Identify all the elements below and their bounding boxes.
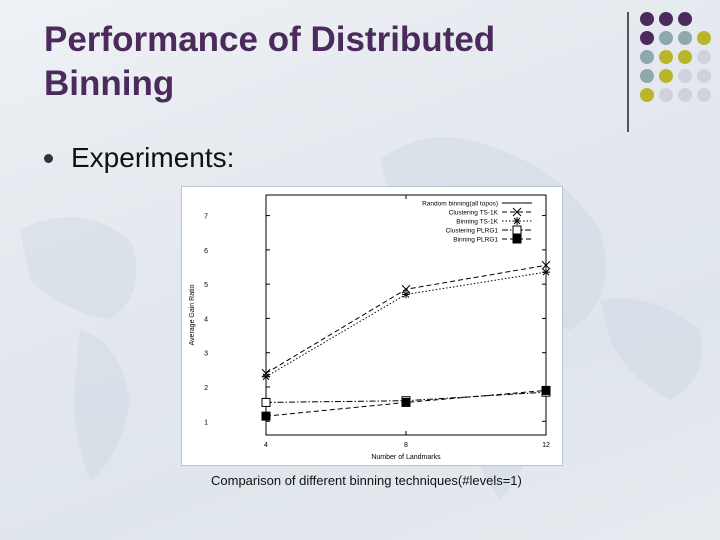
y-axis-label: Average Gain Ratio	[189, 284, 196, 345]
decorative-dot	[640, 69, 654, 83]
decorative-dot	[659, 69, 673, 83]
decorative-dot	[678, 50, 692, 64]
decorative-dot	[640, 50, 654, 64]
series-line	[265, 264, 547, 374]
data-point-square-open	[512, 225, 522, 235]
y-tick-label: 3	[204, 351, 208, 358]
data-point-square-open	[261, 397, 271, 407]
decorative-dot	[640, 88, 654, 102]
x-tick-label: 12	[542, 442, 550, 449]
data-point-star	[262, 372, 270, 381]
y-tick-label: 6	[204, 248, 208, 255]
decorative-dot	[659, 88, 673, 102]
chart-caption: Comparison of different binning techniqu…	[211, 473, 522, 488]
decorative-dot	[659, 31, 673, 45]
data-point-square-filled	[541, 385, 551, 395]
decorative-dot	[697, 69, 711, 83]
data-point-star	[513, 217, 521, 225]
x-tick-label: 4	[264, 442, 268, 449]
legend-label: Clustering TS-1K	[449, 210, 499, 217]
data-point-x	[541, 260, 551, 270]
decorative-dot	[640, 12, 654, 26]
title-divider	[627, 12, 629, 132]
decorative-dot	[678, 88, 692, 102]
decorative-dot	[659, 50, 673, 64]
x-axis-label: Number of Landmarks	[371, 454, 441, 461]
decorative-dot	[678, 31, 692, 45]
y-tick-label: 2	[204, 385, 208, 392]
y-tick-label: 5	[204, 282, 208, 289]
y-tick-label: 7	[204, 214, 208, 221]
decorative-dot	[640, 31, 654, 45]
data-point-star	[402, 290, 410, 299]
x-tick-label: 8	[404, 442, 408, 449]
bullet-icon	[44, 153, 53, 163]
decorative-dot	[697, 88, 711, 102]
y-tick-label: 1	[204, 419, 208, 426]
legend-label: Random binning(all topos)	[422, 201, 498, 208]
data-point-x	[512, 207, 522, 217]
decorative-dot	[678, 69, 692, 83]
chart-frame: 1 2 3 4 5 6 7 4 8 12 Number of Landmarks Average Ga…	[181, 186, 563, 466]
data-point-star	[542, 268, 550, 277]
decorative-dot	[678, 12, 692, 26]
bullet-item: Experiments:	[44, 142, 234, 174]
series-line	[265, 271, 547, 378]
legend-label: Binning PLRG1	[453, 237, 498, 244]
decorative-dot	[697, 50, 711, 64]
y-tick-label: 4	[204, 316, 208, 323]
decorative-dot	[697, 31, 711, 45]
data-point-square-filled	[401, 397, 411, 407]
slide-title: Performance of Distributed Binning	[44, 20, 496, 103]
bullet-text: Experiments:	[71, 142, 235, 173]
data-point-square-filled	[512, 234, 522, 244]
decorative-dot-grid	[640, 12, 720, 107]
legend-label: Binning TS-1K	[456, 219, 498, 226]
legend-label: Clustering PLRG1	[446, 228, 499, 235]
data-point-square-filled	[261, 411, 271, 421]
decorative-dot	[659, 12, 673, 26]
